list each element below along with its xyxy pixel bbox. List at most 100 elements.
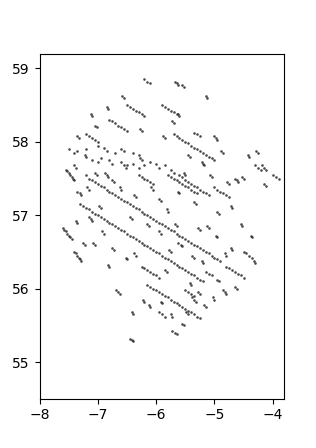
Point — [261, 164, 266, 171]
Point — [171, 259, 176, 267]
Point — [225, 179, 230, 186]
Point — [156, 274, 161, 281]
Point — [174, 132, 179, 139]
Point — [212, 184, 217, 191]
Point — [180, 137, 185, 144]
Point — [110, 177, 115, 184]
Point — [260, 162, 265, 169]
Point — [110, 245, 115, 252]
Point — [263, 182, 268, 190]
Point — [116, 225, 121, 232]
Point — [246, 151, 251, 159]
Point — [69, 235, 74, 242]
Point — [87, 175, 92, 182]
Point — [151, 186, 156, 193]
Point — [142, 162, 147, 169]
Point — [183, 182, 188, 190]
Point — [81, 240, 86, 247]
Point — [263, 166, 268, 173]
Point — [234, 177, 239, 184]
Point — [129, 215, 134, 223]
Point — [145, 78, 150, 85]
Point — [113, 149, 118, 156]
Point — [114, 287, 119, 294]
Point — [203, 190, 208, 197]
Point — [197, 291, 202, 298]
Point — [197, 276, 202, 284]
Point — [72, 149, 77, 156]
Point — [75, 147, 80, 154]
Point — [136, 171, 141, 178]
Point — [161, 132, 166, 139]
Point — [238, 272, 243, 279]
Point — [191, 129, 197, 137]
Point — [118, 226, 124, 233]
Point — [104, 218, 109, 225]
Point — [110, 160, 115, 168]
Point — [136, 237, 141, 245]
Point — [197, 147, 202, 154]
Point — [162, 134, 167, 142]
Point — [212, 157, 217, 164]
Point — [252, 257, 257, 264]
Point — [171, 109, 176, 116]
Point — [200, 160, 205, 168]
Point — [223, 263, 228, 270]
Point — [194, 274, 199, 281]
Point — [162, 293, 167, 300]
Point — [191, 182, 197, 190]
Point — [154, 272, 159, 279]
Point — [189, 291, 194, 298]
Point — [127, 335, 132, 342]
Point — [180, 181, 185, 188]
Point — [139, 127, 144, 134]
Point — [95, 142, 100, 149]
Point — [171, 131, 176, 138]
Point — [123, 254, 128, 261]
Point — [203, 151, 208, 159]
Point — [174, 110, 179, 117]
Point — [154, 287, 159, 294]
Point — [168, 248, 173, 255]
Point — [250, 254, 255, 261]
Point — [102, 169, 107, 176]
Point — [94, 171, 99, 178]
Point — [76, 134, 82, 142]
Point — [107, 157, 112, 164]
Point — [190, 294, 195, 301]
Point — [110, 118, 115, 125]
Point — [205, 223, 210, 230]
Point — [209, 173, 214, 181]
Point — [200, 278, 205, 285]
Point — [73, 164, 78, 171]
Point — [107, 263, 112, 270]
Point — [98, 155, 103, 162]
Point — [174, 300, 179, 307]
Point — [232, 284, 237, 291]
Point — [87, 186, 92, 193]
Point — [69, 173, 74, 181]
Point — [200, 259, 205, 267]
Point — [186, 311, 191, 318]
Point — [186, 307, 191, 314]
Point — [94, 124, 99, 131]
Point — [133, 235, 138, 242]
Point — [131, 250, 137, 257]
Point — [95, 181, 100, 188]
Point — [118, 186, 124, 193]
Point — [118, 159, 124, 166]
Point — [87, 132, 92, 139]
Point — [106, 262, 111, 269]
Point — [178, 241, 183, 248]
Point — [189, 309, 194, 316]
Point — [183, 171, 188, 178]
Point — [168, 296, 173, 303]
Point — [73, 218, 78, 225]
Point — [151, 270, 156, 277]
Point — [156, 289, 161, 296]
Point — [213, 232, 218, 239]
Point — [184, 309, 189, 316]
Point — [148, 269, 153, 276]
Point — [209, 155, 214, 162]
Point — [118, 146, 124, 153]
